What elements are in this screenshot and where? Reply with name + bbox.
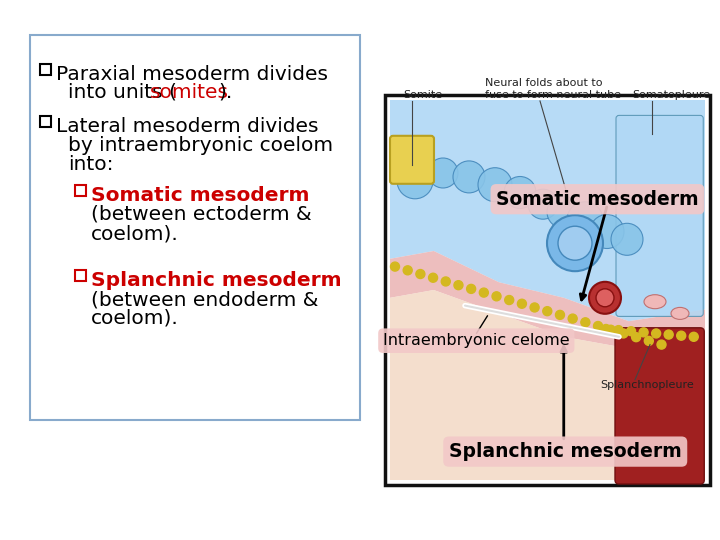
Circle shape <box>677 331 685 340</box>
Circle shape <box>606 325 615 334</box>
Bar <box>75 185 86 196</box>
Circle shape <box>505 295 513 305</box>
Circle shape <box>428 158 458 188</box>
Circle shape <box>390 262 400 271</box>
Circle shape <box>639 328 648 337</box>
Text: into:: into: <box>68 155 114 174</box>
Circle shape <box>589 282 621 314</box>
Circle shape <box>403 266 412 275</box>
Circle shape <box>528 189 558 219</box>
Text: Lateral mesoderm divides: Lateral mesoderm divides <box>56 117 318 136</box>
FancyBboxPatch shape <box>615 328 704 484</box>
Circle shape <box>397 163 433 199</box>
Circle shape <box>454 281 463 289</box>
Polygon shape <box>390 100 705 321</box>
Text: ).: ). <box>218 83 233 102</box>
Circle shape <box>590 214 624 248</box>
Text: Somite: Somite <box>403 90 442 100</box>
Text: Intraembryonic celome: Intraembryonic celome <box>383 333 570 348</box>
Circle shape <box>547 196 579 228</box>
Circle shape <box>611 224 643 255</box>
Bar <box>40 64 51 75</box>
Circle shape <box>480 288 488 297</box>
Circle shape <box>614 326 623 335</box>
Circle shape <box>453 161 485 193</box>
FancyBboxPatch shape <box>390 136 434 184</box>
Text: Somatic mesoderm: Somatic mesoderm <box>496 190 699 208</box>
Text: Splanchnic mesoderm: Splanchnic mesoderm <box>91 271 341 290</box>
Ellipse shape <box>644 295 666 309</box>
FancyBboxPatch shape <box>616 116 703 316</box>
Circle shape <box>664 330 673 339</box>
Circle shape <box>619 329 628 338</box>
Circle shape <box>568 314 577 323</box>
FancyBboxPatch shape <box>30 35 360 420</box>
Polygon shape <box>390 251 705 348</box>
Text: somites: somites <box>150 83 229 102</box>
Circle shape <box>504 177 536 208</box>
Text: Somatopleure: Somatopleure <box>632 90 710 100</box>
Circle shape <box>644 336 653 346</box>
Circle shape <box>601 325 611 334</box>
Circle shape <box>518 299 526 308</box>
Circle shape <box>567 202 603 238</box>
Text: (between ectoderm &: (between ectoderm & <box>91 205 312 224</box>
Circle shape <box>593 321 603 330</box>
Ellipse shape <box>671 307 689 319</box>
Text: Paraxial mesoderm divides: Paraxial mesoderm divides <box>56 65 328 84</box>
Circle shape <box>428 273 438 282</box>
Circle shape <box>547 215 603 271</box>
Text: by intraembryonic coelom: by intraembryonic coelom <box>68 136 333 155</box>
Circle shape <box>555 310 564 319</box>
Text: Splanchnopleure: Splanchnopleure <box>600 380 694 390</box>
FancyBboxPatch shape <box>385 95 710 485</box>
Circle shape <box>478 168 512 202</box>
Circle shape <box>689 332 698 341</box>
Text: Somatic mesoderm: Somatic mesoderm <box>91 186 310 205</box>
Circle shape <box>581 318 590 327</box>
Text: Splanchnic mesoderm: Splanchnic mesoderm <box>449 442 682 461</box>
Circle shape <box>543 307 552 316</box>
Text: (between endoderm &: (between endoderm & <box>91 290 318 309</box>
Circle shape <box>631 333 641 342</box>
Bar <box>75 270 86 281</box>
Circle shape <box>492 292 501 301</box>
Circle shape <box>467 285 476 293</box>
Bar <box>40 116 51 127</box>
Text: Neural folds about to
fuse to form neural tube: Neural folds about to fuse to form neura… <box>485 78 621 100</box>
Circle shape <box>558 226 592 260</box>
Circle shape <box>652 329 661 338</box>
Circle shape <box>416 269 425 279</box>
Circle shape <box>441 277 450 286</box>
Circle shape <box>626 327 636 336</box>
Text: coelom).: coelom). <box>91 309 179 328</box>
Text: into units (: into units ( <box>68 83 177 102</box>
Circle shape <box>657 340 666 349</box>
Text: coelom).: coelom). <box>91 224 179 243</box>
Circle shape <box>530 303 539 312</box>
Polygon shape <box>390 290 705 480</box>
Circle shape <box>596 289 614 307</box>
